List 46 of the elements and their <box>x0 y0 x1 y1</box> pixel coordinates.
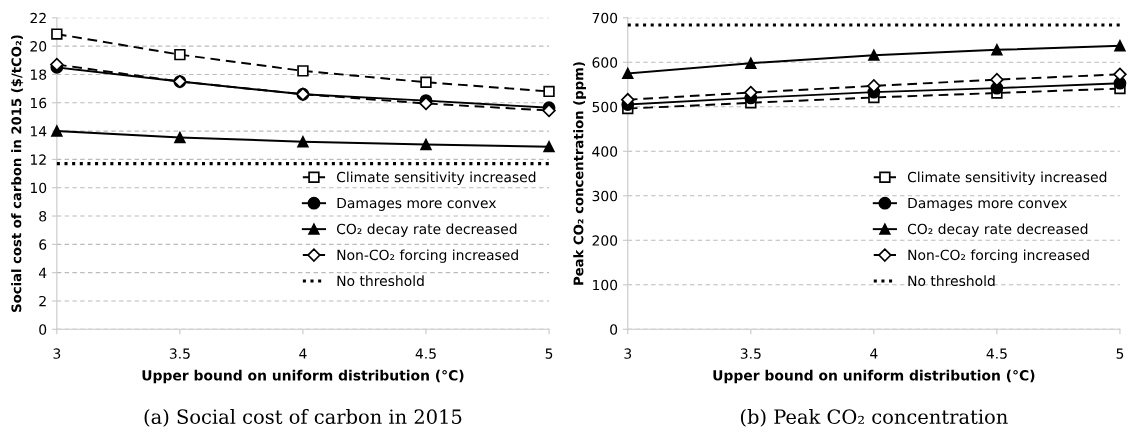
y-axis-title: Peak CO₂ concentration (ppm) <box>573 62 586 285</box>
x-tick-label: 5 <box>1116 348 1124 359</box>
y-tick-label: 700 <box>592 12 618 24</box>
y-tick-label: 200 <box>592 235 618 246</box>
legend-label: No threshold <box>337 275 424 287</box>
y-tick-label: 18 <box>30 69 47 80</box>
y-tick-label: 500 <box>592 101 618 113</box>
x-axis-title: Upper bound on uniform distribution (°C) <box>713 369 1035 384</box>
legend-label: Climate sensitivity increased <box>336 171 536 185</box>
x-axis-title: Upper bound on uniform distribution (°C) <box>142 369 464 384</box>
y-tick-label: 22 <box>30 12 46 24</box>
y-tick-label: 16 <box>30 97 47 109</box>
y-tick-label: 400 <box>592 146 618 157</box>
x-tick-label: 4 <box>870 348 878 359</box>
y-tick-label: 20 <box>30 41 47 52</box>
legend-label: No threshold <box>908 275 995 287</box>
y-tick-label: 600 <box>592 57 618 68</box>
legend-label: Non-CO₂ forcing increased <box>337 249 518 263</box>
legend-label: Climate sensitivity increased <box>907 171 1107 185</box>
x-tick-label: 3.5 <box>740 348 761 359</box>
x-tick-label: 4.5 <box>415 348 436 359</box>
x-tick-label: 5 <box>545 348 553 359</box>
y-tick-label: 0 <box>39 324 47 335</box>
legend-label: CO₂ decay rate decreased <box>907 223 1088 237</box>
legend-label: Damages more convex <box>337 197 497 211</box>
x-tick-label: 3.5 <box>169 348 190 359</box>
y-tick-label: 14 <box>30 126 47 137</box>
legend-label: Damages more convex <box>908 197 1067 211</box>
y-tick-label: 8 <box>39 211 47 222</box>
y-tick-label: 10 <box>30 182 47 194</box>
y-tick-label: 100 <box>593 279 618 291</box>
x-tick-label: 3 <box>53 348 61 359</box>
text: (a) Social cost of carbon in 2015 <box>144 408 462 427</box>
text: (b) Peak CO₂ concentration <box>740 408 1008 427</box>
y-tick-label: 300 <box>592 190 618 202</box>
y-tick-label: 0 <box>610 324 618 335</box>
y-tick-label: 12 <box>30 154 46 165</box>
y-tick-label: 6 <box>39 239 47 250</box>
y-tick-label: 2 <box>39 295 46 307</box>
y-tick-label: 4 <box>38 267 47 278</box>
y-axis-title: Social cost of carbon in 2015 ($/tCO₂) <box>11 35 24 312</box>
x-tick-label: 4 <box>299 348 307 359</box>
legend-label: Non-CO₂ forcing increased <box>908 249 1089 263</box>
x-tick-label: 4.5 <box>986 348 1007 359</box>
x-tick-label: 3 <box>624 348 632 359</box>
legend-label: CO₂ decay rate decreased <box>336 223 517 237</box>
